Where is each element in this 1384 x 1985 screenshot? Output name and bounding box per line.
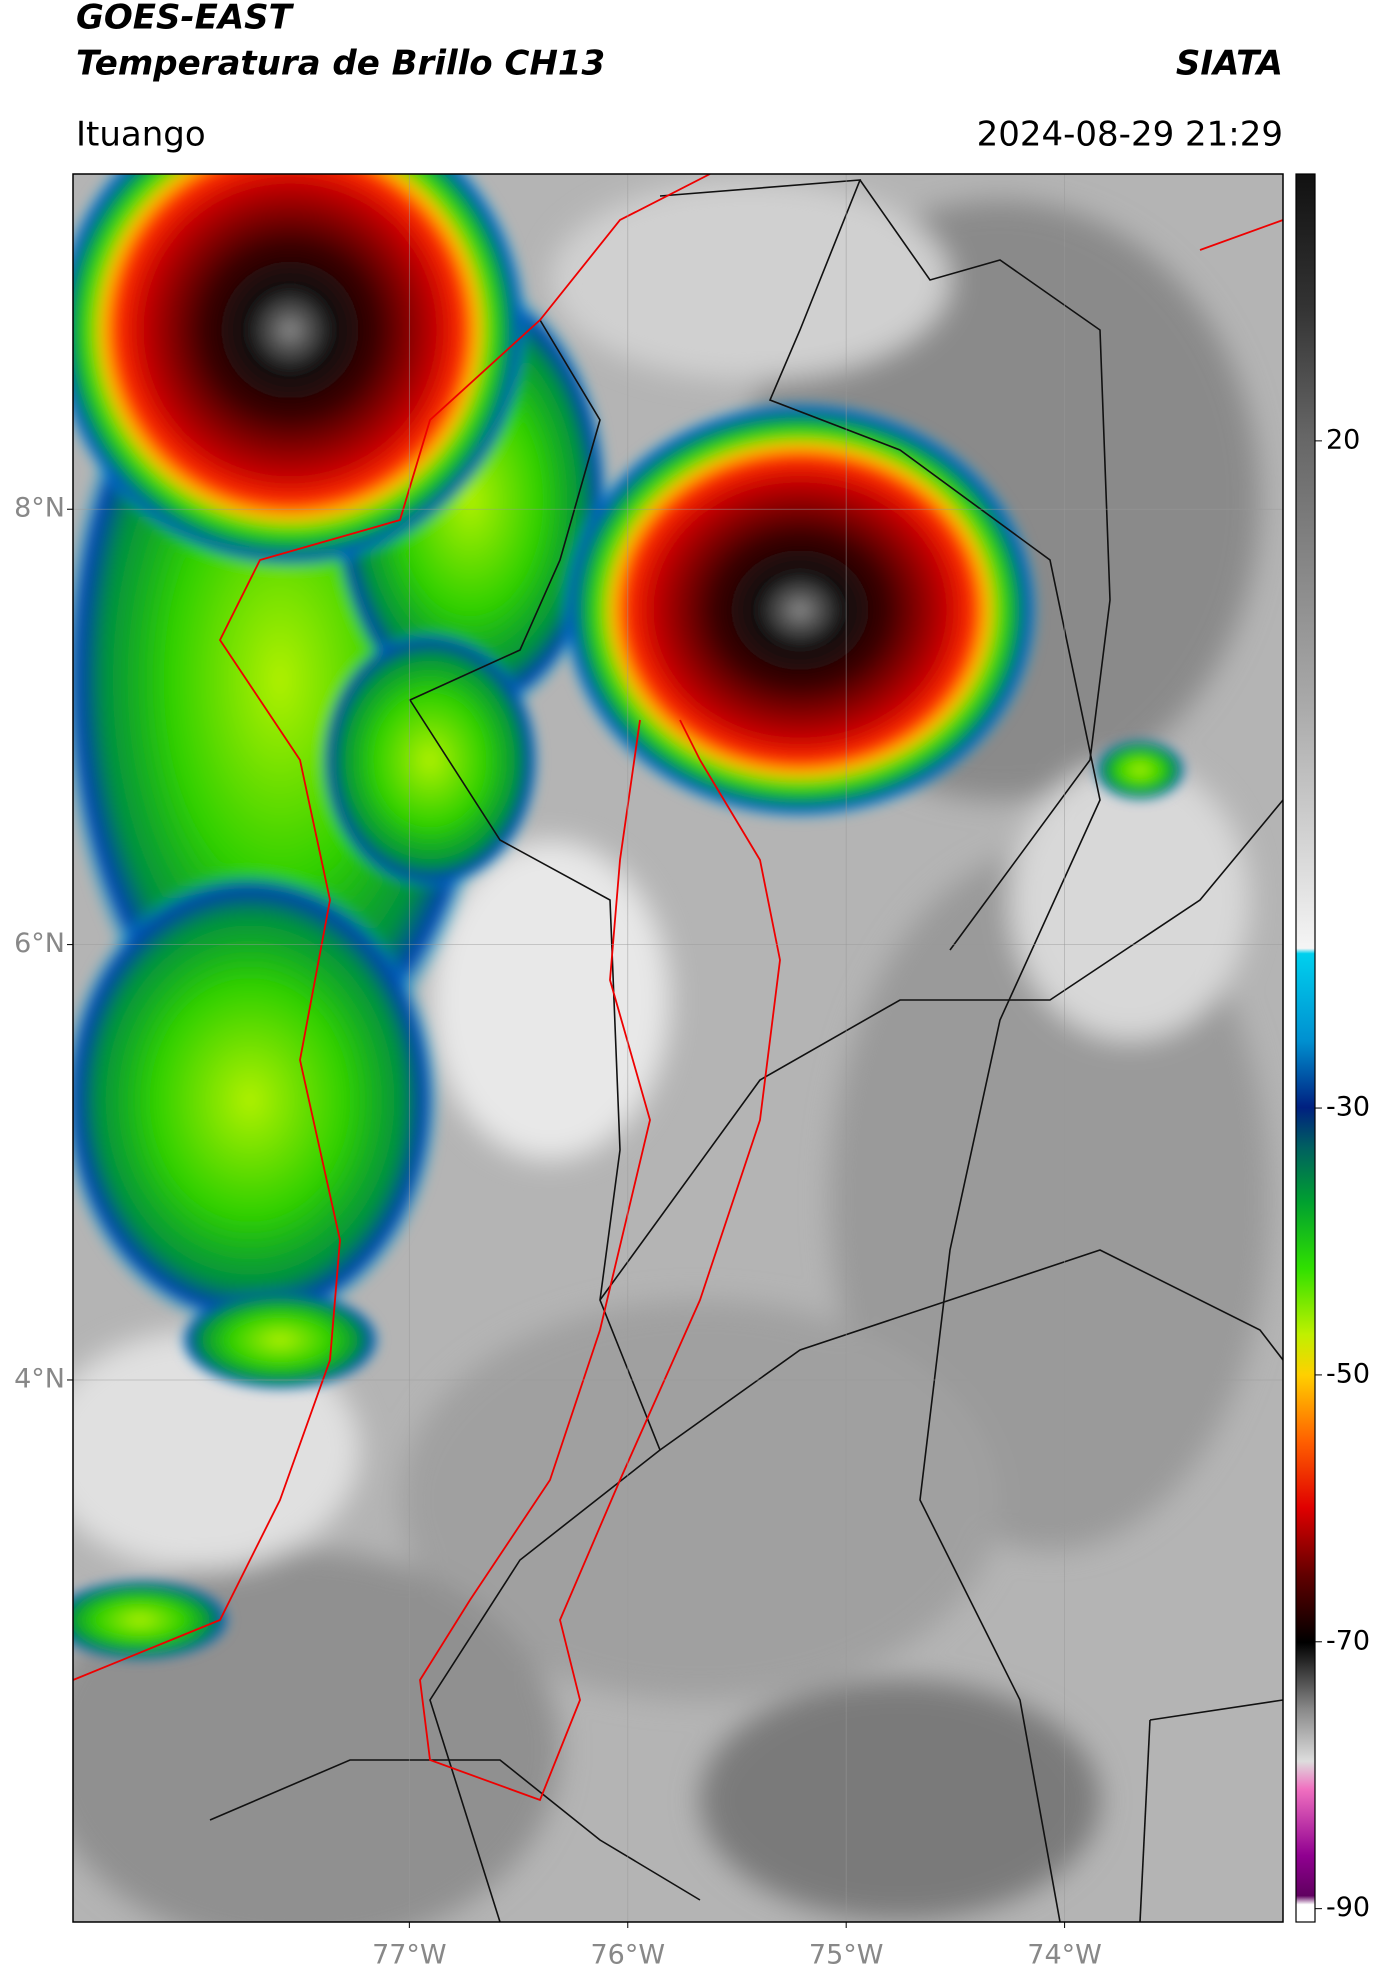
map-frame [72,173,1284,1923]
colorbar-tick-label: 20 [1326,424,1360,455]
satellite-image [73,174,1283,1922]
x-tick-label: 76°W [590,1940,665,1971]
y-tick-label: 8°N [14,493,65,524]
colorbar-tick-label: -90 [1326,1892,1370,1923]
x-tick-label: 77°W [372,1940,447,1971]
agency: SIATA [1176,44,1283,84]
colorbar-tick-label: -50 [1326,1358,1370,1389]
colorbar [1295,173,1316,1923]
datetime: 2024-08-29 21:29 [977,115,1283,155]
subtitle: Temperatura de Brillo CH13 [76,44,605,84]
x-tick-label: 75°W [809,1940,884,1971]
location: Ituango [76,115,206,155]
colorbar-tick-label: -30 [1326,1092,1370,1123]
grid [73,174,1283,1922]
y-tick-label: 6°N [14,928,65,959]
y-tick-label: 4°N [14,1363,65,1394]
colorbar-tick-label: -70 [1326,1625,1370,1656]
x-tick-label: 74°W [1027,1940,1102,1971]
title: GOES-EAST [76,0,295,38]
